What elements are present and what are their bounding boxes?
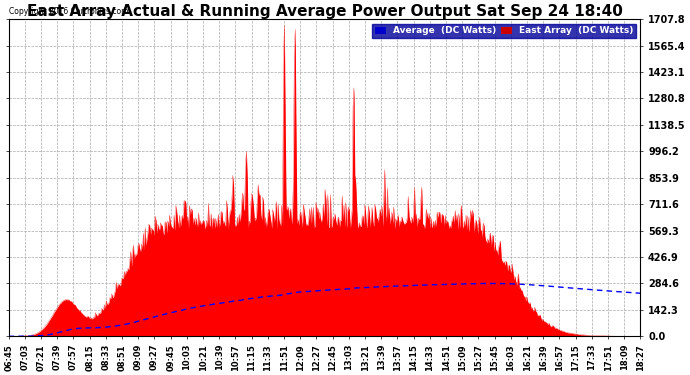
Legend: Average  (DC Watts), East Array  (DC Watts): Average (DC Watts), East Array (DC Watts… [373,24,636,38]
Text: Copyright 2016 Cartronics.com: Copyright 2016 Cartronics.com [9,7,128,16]
Title: East Array Actual & Running Average Power Output Sat Sep 24 18:40: East Array Actual & Running Average Powe… [27,4,622,19]
